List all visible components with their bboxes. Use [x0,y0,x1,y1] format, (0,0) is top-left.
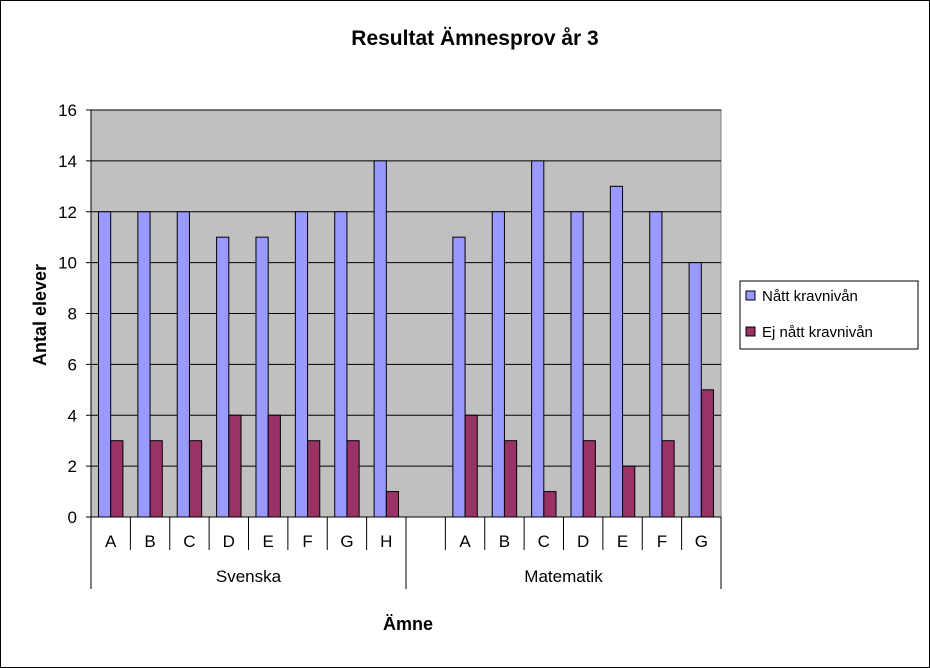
x-category-label: C [183,532,195,551]
bar [346,440,360,518]
legend-box [739,280,919,350]
bar [570,211,584,518]
bar [464,414,478,518]
x-group-label: Svenska [216,567,282,586]
bar [228,414,242,518]
bar [688,262,702,518]
bar [267,414,281,518]
y-tick-label: 8 [68,305,77,324]
bar [149,440,163,518]
bar [661,440,675,518]
x-category-label: B [499,532,510,551]
bar [700,389,715,518]
x-category-label: B [144,532,155,551]
bar [609,185,624,518]
bar [110,440,124,518]
bar [188,440,203,518]
chart-title: Resultat Ämnesprov år 3 [351,27,598,50]
plot-area: 0 2 4 6 8 10 12 14 16 A B C D E F G H A B C D E F G Svenska Matem… [58,101,722,589]
bar [531,160,545,518]
legend-swatch [745,326,756,337]
x-group-label: Matematik [524,567,603,586]
bar [491,211,505,518]
y-tick-label: 10 [58,254,77,273]
bar [622,465,636,518]
x-category-label: G [695,532,708,551]
x-category-label: A [105,532,117,551]
bar [294,211,309,518]
bar [452,236,466,518]
y-tick-label: 6 [68,355,77,374]
x-category-label: D [223,532,235,551]
bar [649,211,663,518]
bar [582,440,596,518]
x-category-label: G [340,532,353,551]
bar [176,211,190,518]
y-tick-label: 4 [68,406,77,425]
legend-label: Ej nått kravnivån [762,324,873,341]
y-tick-label: 14 [58,152,77,171]
bar [137,211,151,518]
bar [255,236,269,518]
x-category-label: C [538,532,550,551]
bar [373,160,387,518]
x-category-label: F [657,532,667,551]
y-tick-label: 12 [58,203,77,222]
bar [503,440,518,518]
x-category-label: A [459,532,471,551]
y-axis-title: Antal elever [30,264,50,366]
legend-label: Nått kravnivån [762,288,858,305]
legend: Nått kravnivån Ej nått kravnivån [739,280,919,350]
x-category-label: D [577,532,589,551]
x-category-label: E [617,532,628,551]
x-category-label: H [380,532,392,551]
bar [543,491,557,518]
x-axis-title: Ämne [383,614,433,634]
x-category-label: E [263,532,274,551]
y-tick-label: 0 [68,508,77,527]
bar [216,236,230,518]
bar [385,491,400,518]
y-tick-label: 16 [58,101,77,120]
legend-swatch [745,290,756,301]
y-tick-label: 2 [68,457,77,476]
x-category-label: F [302,532,312,551]
bar [97,211,112,518]
bar [334,211,348,518]
bar [307,440,321,518]
